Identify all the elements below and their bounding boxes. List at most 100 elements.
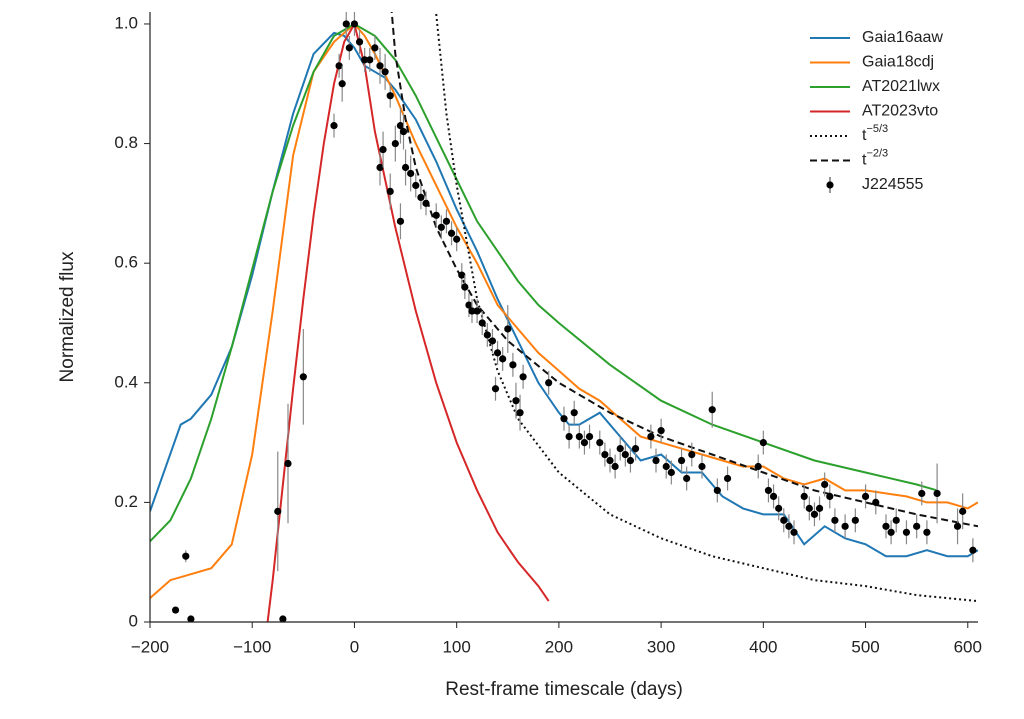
legend-item: t−2/3 [810,147,888,169]
data-point [396,122,405,130]
data-point [516,409,524,417]
legend-label: J224555 [862,176,923,193]
data-point [376,62,384,70]
x-tick-label: −100 [233,637,271,656]
data-point [417,193,425,201]
data-point [918,489,926,498]
data-point [677,456,686,465]
legend-item: J224555 [826,176,923,193]
legend-label: t−2/3 [862,147,888,168]
data-point [468,307,476,315]
data-point [361,56,369,64]
data-point [667,468,675,477]
data-point [519,373,527,381]
y-tick-label: 1.0 [114,13,138,32]
data-point [575,433,583,441]
data-point [831,516,839,524]
y-axis-label: Normalized flux [57,251,78,382]
data-point [422,199,430,207]
data-point [478,319,486,327]
data-point [810,510,819,518]
data-point [688,450,696,459]
data-point [913,522,921,530]
data-point [512,397,520,405]
curve [150,31,978,558]
data-point [483,331,491,339]
data-point [376,163,384,172]
data-point [453,235,461,243]
y-tick-label: 0.4 [114,372,138,391]
data-point [969,546,977,554]
data-point [959,507,967,515]
x-tick-label: 200 [545,637,573,656]
data-point [826,492,834,501]
data-point [386,92,394,100]
data-point [780,516,788,524]
curve [150,22,938,542]
data-point [621,450,629,459]
legend-name: t [862,127,867,144]
x-tick-label: 400 [749,637,777,656]
data-point [274,507,282,515]
data-point [182,552,190,560]
data-point [647,433,655,441]
data-point [565,433,573,441]
legend-label: AT2021lwx [862,78,940,95]
data-point [775,504,783,512]
data-point [652,456,660,465]
legend-item: t−5/3 [810,123,888,144]
x-tick-label: 0 [350,637,359,656]
data-point [338,80,346,88]
data-point [800,492,808,501]
curve [266,21,550,623]
data-point [491,385,500,393]
data-point [759,438,767,447]
data-point [953,522,962,530]
x-tick-label: 600 [954,637,982,656]
data-point [805,504,813,512]
legend-label: t−5/3 [862,123,888,144]
curve [435,12,978,603]
legend-label: Gaia18cdj [862,54,934,71]
data-point [442,217,451,225]
data-point [626,456,635,465]
data-point [396,217,405,225]
data-point [570,409,578,417]
plot-area [150,12,978,623]
data-point [887,528,895,536]
x-tick-label: 100 [442,637,470,656]
data-point [882,522,890,530]
data-point [493,349,502,357]
x-tick-label: −200 [131,637,169,656]
x-tick-label: 500 [851,637,879,656]
legend-name: Gaia18cdj [862,54,934,71]
data-point [171,606,180,614]
data-point [401,163,410,172]
data-point [785,522,793,530]
data-point [606,456,614,465]
data-point [399,128,408,136]
data-point [461,283,469,291]
data-point [342,20,350,28]
data-point [683,474,691,483]
data-point [432,211,440,219]
legend-name: Gaia16aaw [862,29,943,46]
data-point [698,462,706,471]
data-point [509,361,517,369]
data-point [902,528,911,536]
data-point [458,271,466,279]
legend-name: t [862,152,867,169]
y-tick-label: 0.6 [114,253,138,272]
data-point [381,68,389,76]
data-point [723,474,732,483]
data-point [713,486,721,495]
data-point [437,223,445,231]
data-point [330,122,338,130]
y-tick-label: 0.2 [114,492,138,511]
data-point [821,480,829,489]
data-point [412,181,420,190]
data-point [611,462,619,471]
data-point [580,438,589,447]
